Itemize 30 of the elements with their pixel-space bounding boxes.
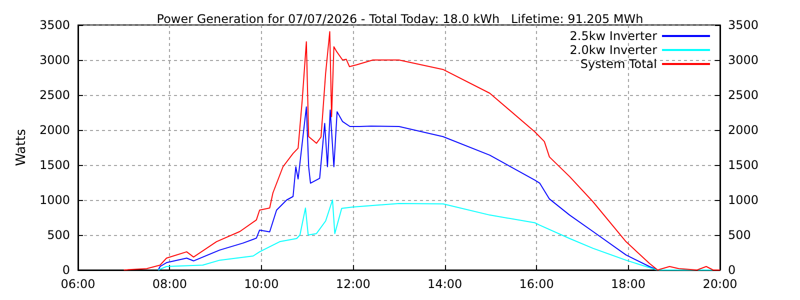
y2-tick-label: 500	[728, 228, 751, 242]
y2-tick-label: 0	[728, 263, 736, 277]
y2-tick-label: 1500	[728, 158, 759, 172]
y2-tick-label: 1000	[728, 193, 759, 207]
x-tick-label: 16:00	[519, 277, 554, 291]
y2-tick-label: 2500	[728, 88, 759, 102]
y-tick-label: 500	[47, 228, 70, 242]
y-tick-label: 2000	[39, 123, 70, 137]
y-tick-label: 3000	[39, 53, 70, 67]
x-tick-label: 06:00	[60, 277, 96, 291]
y2-tick-label: 3000	[728, 53, 759, 67]
x-tick-label: 18:00	[610, 277, 646, 291]
x-tick-label: 20:00	[702, 277, 738, 291]
y-tick-label: 0	[62, 263, 70, 277]
x-tick-label: 14:00	[428, 277, 462, 291]
y2-tick-label: 2000	[728, 123, 759, 137]
legend-label: System Total	[580, 57, 657, 71]
chart-title: Power Generation for 07/07/2026 - Total Today: 18.0 kWh Lifetime: 91.205 MWh	[156, 12, 644, 26]
x-tick-label: 12:00	[336, 277, 370, 291]
x-tick-label: 10:00	[244, 277, 279, 291]
y-tick-label: 3500	[39, 18, 70, 32]
line-series	[123, 31, 720, 270]
x-tick-label: 08:00	[152, 277, 188, 291]
legend-label: 2.5kw Inverter	[570, 29, 658, 43]
y-axis-title: Watts	[14, 128, 29, 166]
legend-label: 2.0kw Inverter	[570, 43, 658, 57]
y-tick-label: 1000	[39, 193, 70, 207]
y2-tick-label: 3500	[728, 18, 759, 32]
y-tick-label: 1500	[39, 158, 70, 172]
y-tick-label: 2500	[39, 88, 70, 102]
